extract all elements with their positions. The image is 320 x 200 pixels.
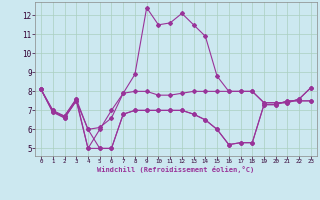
X-axis label: Windchill (Refroidissement éolien,°C): Windchill (Refroidissement éolien,°C) — [97, 166, 255, 173]
